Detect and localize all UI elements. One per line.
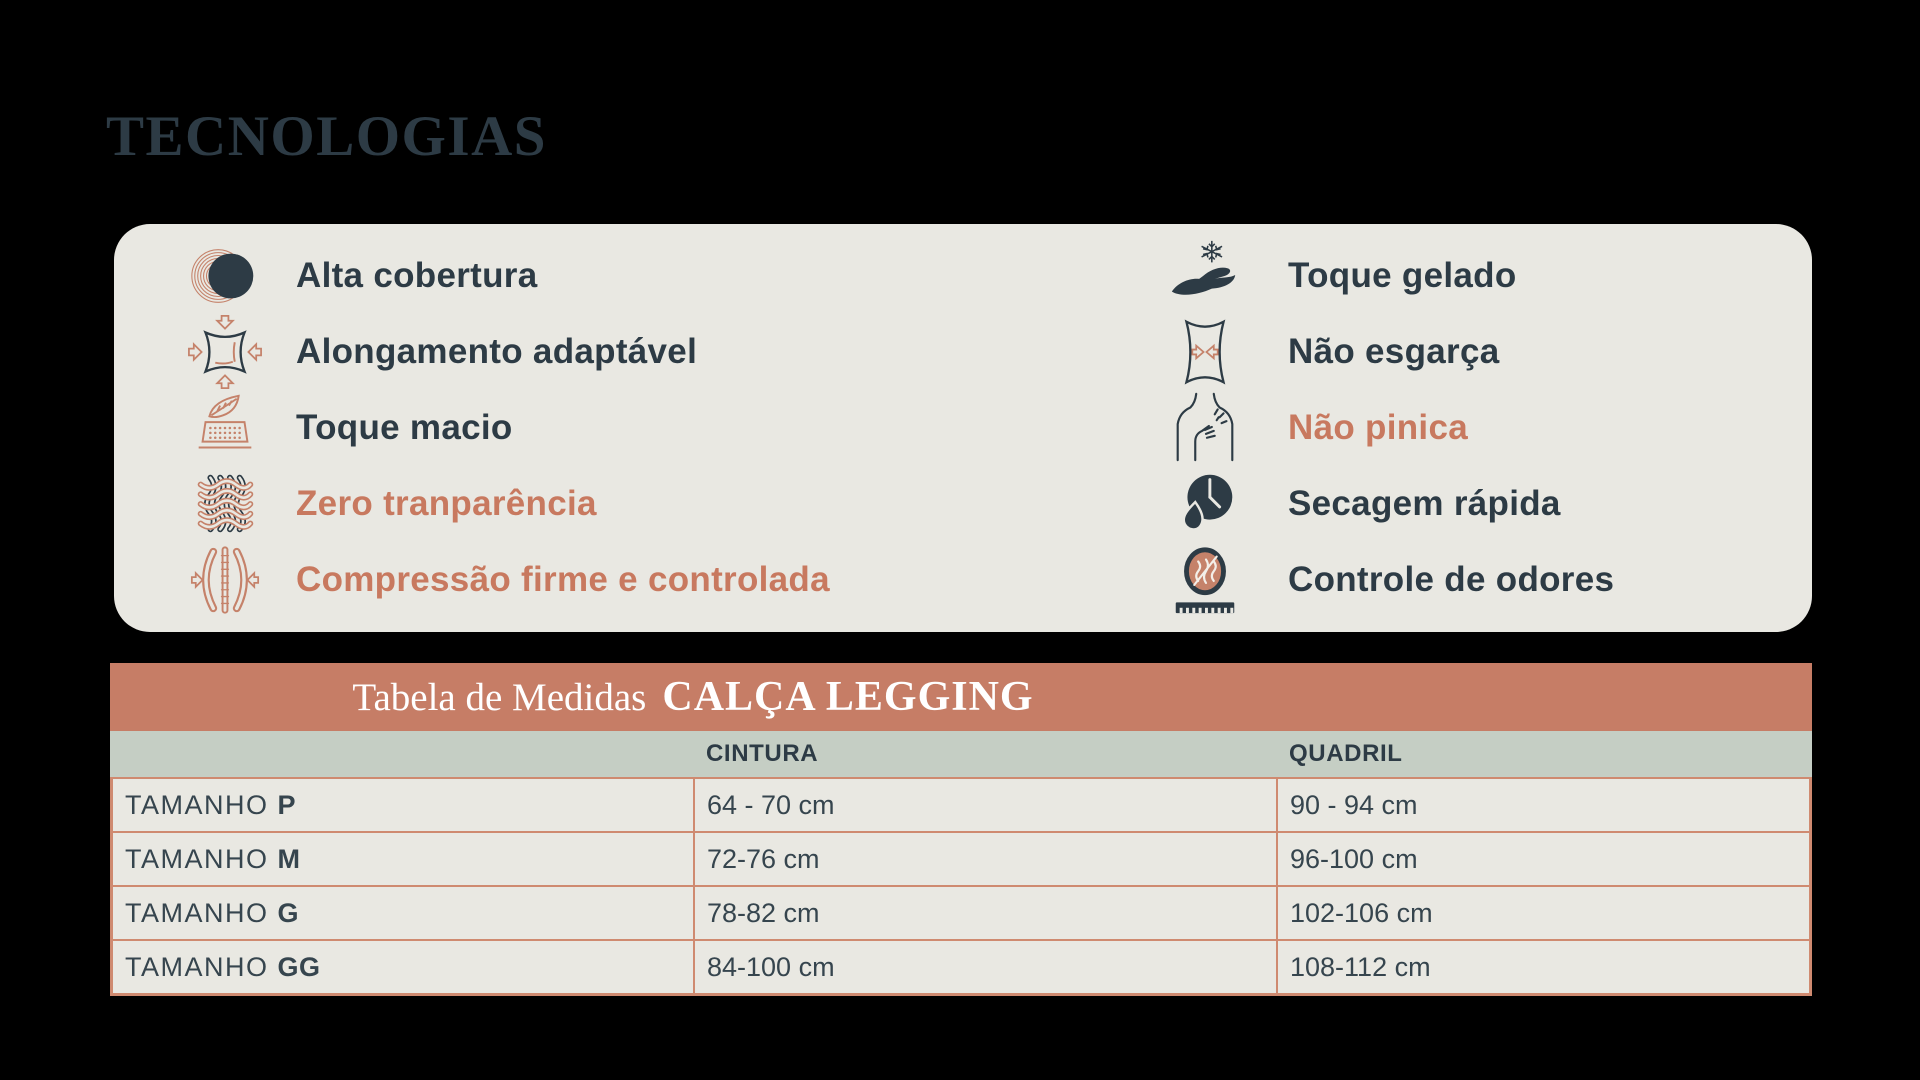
cintura-cell: 84-100 cm — [693, 941, 1276, 993]
size-row-label: TAMANHO — [125, 951, 269, 982]
quadril-cell: 102-106 cm — [1276, 887, 1809, 939]
quadril-cell: 108-112 cm — [1276, 941, 1809, 993]
woven-fabric-icon — [186, 465, 264, 543]
quadril-cell: 90 - 94 cm — [1276, 779, 1809, 831]
size-table-title-prefix: Tabela de Medidas — [352, 676, 647, 719]
tech-feature: Toque macio — [114, 390, 964, 466]
table-row: TAMANHO GG 84-100 cm 108-112 cm — [113, 939, 1809, 993]
no-itch-icon — [1166, 389, 1244, 467]
tech-feature: Não esgarça — [964, 314, 1812, 390]
column-header-quadril: QUADRIL — [1289, 740, 1403, 767]
size-letter: P — [277, 789, 297, 820]
coverage-moon-icon — [186, 237, 264, 315]
tech-feature: Alta cobertura — [114, 238, 964, 314]
tech-feature: Compressão firme e controlada — [114, 542, 964, 618]
size-label-cell: TAMANHO GG — [113, 941, 693, 993]
size-row-label: TAMANHO — [125, 843, 269, 874]
size-label-cell: TAMANHO G — [113, 887, 693, 939]
tech-feature-label: Zero tranparência — [296, 484, 597, 523]
size-table-column-headers: CINTURA QUADRIL — [110, 731, 1812, 777]
tech-feature-label: Controle de odores — [1288, 560, 1615, 599]
size-label-cell: TAMANHO P — [113, 779, 693, 831]
tech-feature-label: Toque gelado — [1288, 256, 1517, 295]
technologies-column-right: Toque gelado Não esgarça Não pinica Seca… — [964, 224, 1812, 632]
quadril-cell: 96-100 cm — [1276, 833, 1809, 885]
tech-feature: Controle de odores — [964, 542, 1812, 618]
cintura-cell: 64 - 70 cm — [693, 779, 1276, 831]
size-row-label: TAMANHO — [125, 789, 269, 820]
page-title: TECNOLOGIAS — [106, 105, 547, 168]
tech-feature: Não pinica — [964, 390, 1812, 466]
adaptive-stretch-icon — [186, 313, 264, 391]
tech-feature-label: Toque macio — [296, 408, 513, 447]
size-table-body: TAMANHO P 64 - 70 cm 90 - 94 cm TAMANHO M 72-7… — [110, 777, 1812, 996]
cold-touch-hand-icon — [1166, 237, 1244, 315]
tech-feature-label: Alongamento adaptável — [296, 332, 698, 371]
no-fray-icon — [1166, 313, 1244, 391]
tech-feature: Zero tranparência — [114, 466, 964, 542]
tech-feature-label: Alta cobertura — [296, 256, 538, 295]
table-row: TAMANHO M 72-76 cm 96-100 cm — [113, 831, 1809, 885]
odor-control-icon — [1166, 541, 1244, 619]
size-table: Tabela de Medidas CALÇA LEGGING CINTURA Q… — [110, 663, 1812, 996]
size-label-cell: TAMANHO M — [113, 833, 693, 885]
tech-feature-label: Secagem rápida — [1288, 484, 1561, 523]
quick-dry-icon — [1166, 465, 1244, 543]
cintura-cell: 72-76 cm — [693, 833, 1276, 885]
cintura-cell: 78-82 cm — [693, 887, 1276, 939]
size-letter: GG — [277, 951, 321, 982]
size-table-header-band: Tabela de Medidas CALÇA LEGGING — [110, 663, 1812, 731]
size-table-title-product: CALÇA LEGGING — [662, 674, 1034, 720]
table-row: TAMANHO P 64 - 70 cm 90 - 94 cm — [113, 777, 1809, 831]
size-row-label: TAMANHO — [125, 897, 269, 928]
technologies-panel: Alta cobertura Alongamento adaptável Toq… — [114, 224, 1812, 632]
soft-touch-feather-icon — [186, 389, 264, 467]
tech-feature: Alongamento adaptável — [114, 314, 964, 390]
tech-feature-label: Compressão firme e controlada — [296, 560, 830, 599]
size-letter: M — [277, 843, 301, 874]
size-letter: G — [277, 897, 300, 928]
table-row: TAMANHO G 78-82 cm 102-106 cm — [113, 885, 1809, 939]
tech-feature: Secagem rápida — [964, 466, 1812, 542]
compression-icon — [186, 541, 264, 619]
tech-feature-label: Não esgarça — [1288, 332, 1500, 371]
size-table-title: Tabela de Medidas CALÇA LEGGING — [110, 673, 1276, 721]
tech-feature: Toque gelado — [964, 238, 1812, 314]
tech-feature-label: Não pinica — [1288, 408, 1468, 447]
column-header-cintura: CINTURA — [706, 740, 819, 767]
technologies-column-left: Alta cobertura Alongamento adaptável Toq… — [114, 224, 964, 632]
